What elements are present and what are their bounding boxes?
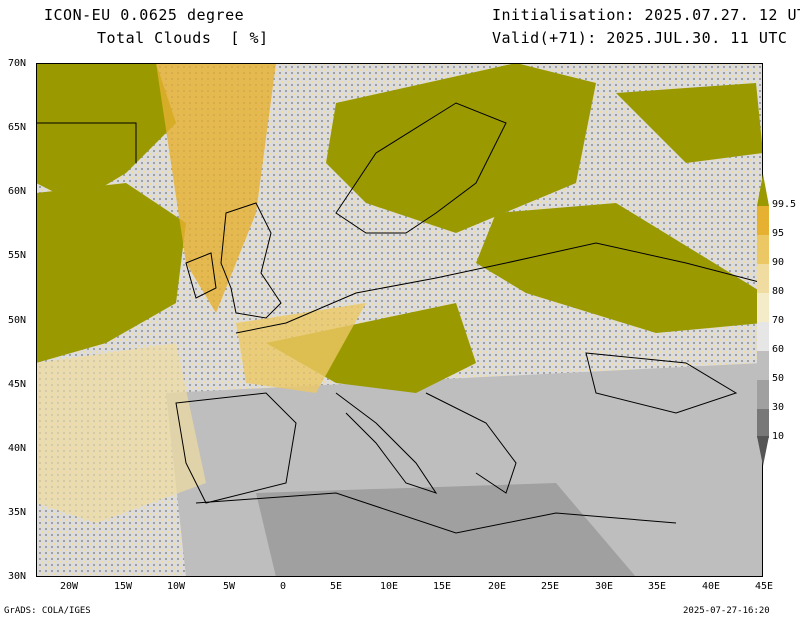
lon-label: 25E	[541, 581, 560, 592]
colorbar-segment	[757, 409, 769, 438]
lat-label: 50N	[8, 315, 27, 326]
colorbar-segment	[757, 380, 769, 409]
overcast-scandinavia	[326, 63, 596, 233]
colorbar-label: 99.5	[772, 199, 797, 210]
lat-label: 45N	[8, 379, 27, 390]
lon-label: 10W	[167, 581, 186, 592]
lon-label: 10E	[380, 581, 399, 592]
valid-time: Valid(+71): 2025.JUL.30. 11 UTC	[492, 29, 788, 47]
colorbar-label: 50	[772, 373, 785, 384]
lon-label: 30E	[595, 581, 614, 592]
cloud-cover-map	[36, 63, 763, 577]
colorbar-top-triangle	[757, 174, 769, 206]
footer-timestamp: 2025-07-27-16:20	[683, 606, 770, 616]
lon-label: 20E	[488, 581, 507, 592]
lon-label: 5W	[223, 581, 236, 592]
colorbar-segment	[757, 322, 769, 351]
lon-label: 45E	[755, 581, 774, 592]
colorbar-segment	[757, 264, 769, 293]
model-title: ICON-EU 0.0625 degree	[44, 6, 245, 24]
overcast-iceland	[36, 63, 176, 203]
coastline-north-africa	[195, 492, 677, 534]
lon-label: 20W	[60, 581, 79, 592]
lon-label: 40E	[702, 581, 721, 592]
init-time: Initialisation: 2025.07.27. 12 UTC	[492, 6, 800, 24]
lat-label: 55N	[8, 250, 27, 261]
colorbar-bottom-triangle	[757, 436, 769, 466]
lon-label: 35E	[648, 581, 667, 592]
lon-label: 0	[280, 581, 287, 592]
lat-label: 30N	[8, 571, 27, 582]
colorbar-label: 70	[772, 315, 785, 326]
cloud-band-north-sea	[156, 63, 276, 313]
cloud-band-france	[236, 303, 366, 393]
colorbar-segment	[757, 235, 769, 264]
coastline-iceland	[36, 122, 137, 163]
lat-label: 40N	[8, 443, 27, 454]
coastline-balkans	[425, 392, 517, 494]
lat-label: 60N	[8, 186, 27, 197]
coastline-ireland	[185, 252, 217, 299]
lon-label: 15W	[114, 581, 133, 592]
coastline-italy	[335, 392, 438, 494]
lon-label: 15E	[433, 581, 452, 592]
coastline-north-europe	[235, 242, 763, 334]
overcast-atlantic	[36, 183, 186, 363]
coastline-scandinavia	[335, 102, 507, 234]
colorbar-label: 30	[772, 402, 785, 413]
lat-label: 65N	[8, 122, 27, 133]
colorbar-segment	[757, 206, 769, 235]
coastline-britain	[220, 202, 282, 319]
overcast-northeast	[616, 83, 763, 163]
footer-credit: GrADS: COLA/IGES	[4, 606, 91, 616]
field-title: Total Clouds [ %]	[97, 29, 269, 47]
colorbar-label: 80	[772, 286, 785, 297]
lon-label: 5E	[330, 581, 343, 592]
coastline-black-sea	[585, 352, 738, 414]
coastline-iberia	[175, 392, 297, 504]
cloud-band-biscay	[36, 343, 206, 523]
lat-label: 35N	[8, 507, 27, 518]
colorbar-label: 10	[772, 431, 785, 442]
colorbar-label: 90	[772, 257, 785, 268]
colorbar-label: 60	[772, 344, 785, 355]
colorbar-segment	[757, 351, 769, 380]
lat-label: 70N	[8, 58, 27, 69]
colorbar-segment	[757, 293, 769, 322]
overcast-eastern-europe	[476, 203, 763, 333]
colorbar-label: 95	[772, 228, 785, 239]
